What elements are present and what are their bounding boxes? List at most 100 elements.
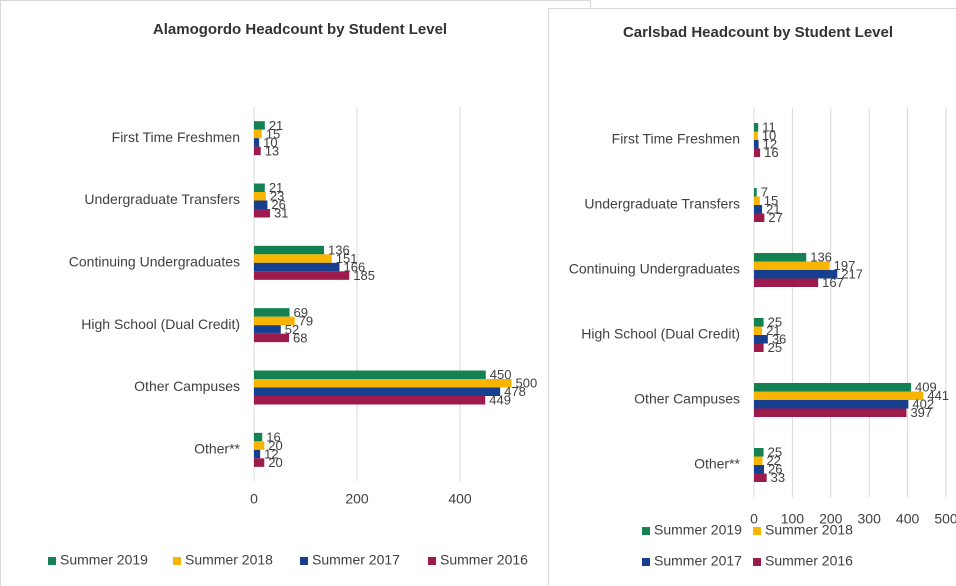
legend-label: Summer 2016 [765, 553, 853, 569]
bar [754, 473, 767, 482]
x-tick-label: 0 [750, 511, 758, 527]
category-label: First Time Freshmen [112, 129, 240, 145]
x-tick-label: 100 [781, 511, 805, 527]
bar [254, 245, 325, 255]
bar [254, 333, 290, 343]
value-label: 402 [912, 397, 934, 412]
category-label: Undergraduate Transfers [84, 191, 240, 207]
category-label: Undergraduate Transfers [584, 196, 740, 212]
bar [254, 458, 265, 467]
bar [754, 123, 759, 132]
bar [754, 391, 924, 400]
value-label: 197 [834, 258, 856, 273]
bar [754, 131, 758, 140]
value-label: 13 [265, 143, 279, 158]
value-label: 11 [762, 120, 776, 135]
value-label: 15 [266, 126, 280, 141]
legend-swatch [642, 527, 650, 535]
bar [754, 383, 912, 392]
x-tick-label: 500 [934, 511, 956, 527]
x-tick-label: 0 [250, 491, 258, 507]
value-label: 151 [336, 251, 358, 266]
x-tick-label: 200 [819, 511, 843, 527]
value-label: 136 [810, 250, 832, 265]
bar [254, 183, 265, 192]
value-label: 16 [764, 145, 778, 160]
bar [254, 254, 332, 263]
bar [754, 205, 763, 214]
bar [254, 432, 263, 442]
category-label: Other** [694, 456, 740, 472]
bar [254, 192, 266, 201]
value-label: 25 [768, 445, 782, 460]
bar [254, 209, 270, 218]
legend-swatch [300, 557, 308, 565]
bar [754, 343, 764, 352]
value-label: 26 [768, 462, 782, 477]
value-label: 31 [274, 206, 288, 221]
chart-alamogordo: Alamogordo Headcount by Student Level 0 20… [48, 21, 537, 568]
x-tick-label: 200 [345, 491, 369, 507]
value-label: 25 [768, 315, 782, 330]
bar [254, 262, 340, 272]
legend-label: Summer 2016 [440, 552, 528, 568]
value-label: 12 [763, 137, 777, 152]
category-label: Other** [194, 441, 240, 457]
bar [254, 121, 265, 130]
legend-swatch [753, 558, 761, 566]
value-label: 27 [768, 210, 782, 225]
bar [254, 370, 486, 379]
bar [754, 261, 830, 270]
value-label: 21 [269, 118, 283, 133]
value-label: 79 [299, 313, 313, 328]
bar [754, 448, 764, 457]
bar [754, 335, 768, 344]
value-label: 217 [841, 267, 863, 282]
x-tick-label: 400 [896, 511, 920, 527]
legend-swatch [642, 558, 650, 566]
value-label: 16 [266, 430, 280, 445]
value-label: 52 [285, 322, 299, 337]
value-label: 167 [822, 275, 844, 290]
legend-label: Summer 2018 [765, 522, 853, 538]
value-label: 12 [264, 447, 278, 462]
bar [254, 396, 486, 405]
value-label: 166 [343, 260, 365, 275]
bar [754, 400, 909, 409]
bar [754, 278, 819, 287]
bar [254, 271, 350, 280]
bar [254, 325, 281, 334]
value-label: 21 [766, 202, 780, 217]
bar [254, 138, 260, 147]
bar [254, 146, 261, 156]
legend-swatch [173, 557, 181, 565]
value-label: 449 [489, 393, 511, 408]
x-tick-label: 300 [858, 511, 882, 527]
category-label: Continuing Undergraduates [569, 261, 740, 277]
legend-label: Summer 2017 [654, 553, 742, 569]
bar [754, 456, 763, 465]
value-label: 20 [268, 438, 282, 453]
value-label: 33 [771, 470, 785, 485]
bar [754, 270, 838, 279]
legend-label: Summer 2017 [312, 552, 400, 568]
category-label: High School (Dual Credit) [81, 316, 240, 332]
bar [754, 213, 765, 222]
bar [254, 387, 501, 396]
legend-label: Summer 2019 [654, 522, 742, 538]
bar [254, 379, 512, 388]
category-label: Other Campuses [134, 378, 240, 394]
value-label: 478 [504, 384, 526, 399]
legend-swatch [753, 527, 761, 535]
category-label: First Time Freshmen [612, 131, 740, 147]
value-label: 7 [761, 185, 768, 200]
bar [254, 129, 262, 139]
bar [754, 465, 764, 474]
value-label: 25 [768, 340, 782, 355]
bar [254, 441, 265, 450]
value-label: 22 [766, 453, 780, 468]
value-label: 36 [772, 332, 786, 347]
bar [254, 316, 295, 326]
bar [754, 140, 759, 149]
